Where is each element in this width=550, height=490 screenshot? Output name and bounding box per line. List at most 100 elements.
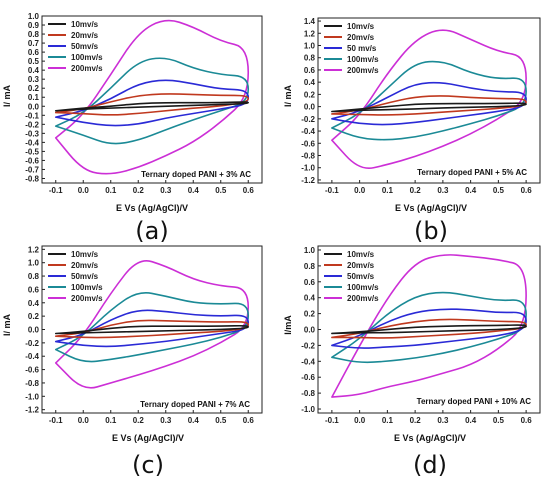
cv-loop-200mv-s — [331, 254, 527, 398]
y-tick-label: -1.2 — [301, 176, 315, 185]
cv-loop-200mv-s — [54, 260, 250, 389]
panel-b-letter: (b) — [414, 217, 448, 245]
y-tick-label: -0.4 — [25, 138, 39, 147]
legend-label: 10mv/s — [71, 20, 99, 29]
y-tick-label: 0.0 — [28, 326, 40, 335]
x-tick-label: 0.0 — [78, 186, 90, 195]
panel-b-xlabel: E Vs (Ag/AgCl)/V — [395, 203, 467, 213]
legend-label: 20mv/s — [347, 33, 375, 42]
legend-label: 100mv/s — [347, 283, 379, 292]
legend-label: 20mv/s — [347, 261, 375, 270]
y-tick-label: 0.6 — [304, 66, 316, 75]
cv-loop-20mv-s — [331, 95, 527, 116]
cv-loop-200mv-s — [54, 19, 250, 175]
y-tick-label: 0.8 — [28, 272, 40, 281]
y-tick-label: -0.6 — [25, 156, 39, 165]
legend-label: 10mv/s — [347, 22, 375, 31]
y-tick-label: 1.0 — [28, 12, 40, 21]
y-tick-label: 0.7 — [28, 39, 40, 48]
plot-frame — [41, 15, 263, 184]
panel-a-xlabel: E Vs (Ag/AgCl)/V — [116, 203, 188, 213]
x-tick-label: 0.4 — [188, 186, 200, 195]
cv-loop-100mv-s — [331, 291, 527, 364]
x-tick-label: 0.5 — [493, 416, 505, 425]
legend-label: 100mv/s — [347, 55, 379, 64]
y-tick-label: -0.6 — [25, 366, 39, 375]
y-tick-label: -0.2 — [25, 339, 39, 348]
x-tick-label: 0.1 — [382, 186, 394, 195]
x-tick-label: 0.4 — [465, 186, 477, 195]
panel-c-annotation: Ternary doped PANI + 7% AC — [140, 400, 250, 409]
x-tick-label: 0.2 — [410, 186, 422, 195]
y-tick-label: 0.9 — [28, 21, 40, 30]
y-tick-label: 0.0 — [304, 326, 316, 335]
y-tick-label: 1.2 — [28, 245, 40, 254]
y-tick-label: -1.0 — [301, 164, 315, 173]
y-tick-label: 0.2 — [28, 84, 40, 93]
y-tick-label: -0.6 — [301, 373, 315, 382]
panel-d-ylabel: I/mA — [283, 315, 293, 335]
panel-d-letter: (d) — [413, 451, 447, 479]
legend-label: 50mv/s — [71, 272, 99, 281]
legend-label: 200mv/s — [71, 294, 103, 303]
cv-loop-100mv-s — [54, 57, 250, 145]
panel-c-letter: (c) — [132, 451, 164, 479]
y-tick-label: 1.0 — [28, 259, 40, 268]
legend-label: 10mv/s — [347, 250, 375, 259]
panel-b-ylabel: I/ mA — [283, 85, 293, 108]
panel-d-annotation: Ternary doped PANI + 10% AC — [417, 397, 532, 406]
y-tick-label: 1.2 — [304, 29, 316, 38]
panel-c-ylabel: I/ mA — [2, 314, 12, 337]
panel-a-ylabel: I/ mA — [2, 85, 12, 108]
y-tick-label: 0.8 — [28, 30, 40, 39]
panel-c-xlabel: E Vs (Ag/AgCl)/V — [112, 433, 184, 443]
x-tick-label: 0.6 — [243, 186, 255, 195]
x-tick-label: 0.0 — [354, 186, 366, 195]
x-tick-label: 0.4 — [188, 416, 200, 425]
y-tick-label: 1.4 — [304, 17, 316, 26]
y-tick-label: 0.1 — [28, 93, 40, 102]
y-tick-label: 0.4 — [304, 78, 316, 87]
y-tick-label: -1.0 — [301, 405, 315, 414]
cv-loop-50mv-s — [331, 81, 527, 126]
x-tick-label: 0.1 — [382, 416, 394, 425]
y-tick-label: -0.7 — [25, 165, 39, 174]
y-tick-label: -0.2 — [25, 120, 39, 129]
x-tick-label: 0.2 — [133, 186, 145, 195]
panel-b: -1.2 -1.0 -0.8 -0.6 -0.4 -0.2 0.0 0.2 0.4 0.6 0.8 1… — [283, 17, 541, 245]
x-tick-label: 0.3 — [437, 416, 449, 425]
panel-d-plot: -1.0 -0.8 -0.6 -0.4 -0.2 0.0 0.2 0.4 0.6 0.8 1.0 -0… — [301, 245, 541, 425]
x-tick-label: -0.1 — [49, 416, 63, 425]
cv-loop-100mv-s — [331, 60, 527, 141]
y-tick-label: 0.6 — [28, 48, 40, 57]
x-tick-label: 0.2 — [133, 416, 145, 425]
x-tick-label: 0.5 — [215, 186, 227, 195]
panel-d: -1.0 -0.8 -0.6 -0.4 -0.2 0.0 0.2 0.4 0.6 0.8 1.0 -0… — [283, 245, 541, 479]
y-tick-label: 0.4 — [304, 294, 316, 303]
cv-loop-50mv-s — [331, 308, 527, 349]
legend-label: 200mv/s — [347, 294, 379, 303]
cv-loop-200mv-s — [331, 29, 527, 169]
x-tick-label: -0.1 — [325, 186, 339, 195]
x-tick-label: 0.5 — [215, 416, 227, 425]
y-tick-label: -1.0 — [25, 392, 39, 401]
legend-label: 20mv/s — [71, 31, 99, 40]
y-tick-label: 0.2 — [304, 310, 316, 319]
y-tick-label: -0.8 — [25, 174, 39, 183]
x-tick-label: 0.6 — [521, 416, 533, 425]
x-tick-label: 0.3 — [437, 186, 449, 195]
panel-d-xlabel: E Vs (Ag/AgCl)/V — [394, 433, 466, 443]
y-tick-label: -0.6 — [301, 139, 315, 148]
cv-loop-10mv-s — [331, 324, 527, 335]
y-tick-label: -0.4 — [301, 357, 315, 366]
y-tick-label: -0.1 — [25, 111, 39, 120]
cv-loop-20mv-s — [54, 319, 250, 339]
panel-b-annotation: Ternary doped PANI + 5% AC — [417, 168, 527, 177]
legend-label: 200mv/s — [71, 64, 103, 73]
y-tick-label: -0.8 — [25, 379, 39, 388]
y-tick-label: 0.8 — [304, 262, 316, 271]
cv-loop-10mv-s — [331, 102, 527, 113]
x-tick-label: 0.6 — [521, 186, 533, 195]
y-tick-label: 0.2 — [28, 312, 40, 321]
